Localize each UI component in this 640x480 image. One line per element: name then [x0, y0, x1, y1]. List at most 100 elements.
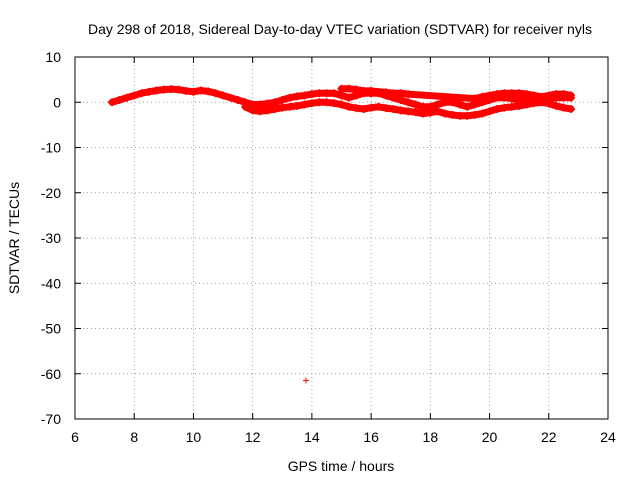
- data-point: [344, 102, 353, 111]
- data-point: [515, 101, 524, 110]
- x-tick-label: 22: [541, 429, 557, 445]
- data-point: [359, 105, 368, 114]
- data-point: [204, 87, 213, 96]
- data-point: [374, 102, 383, 111]
- series-outlier: [302, 377, 309, 384]
- x-tick-label: 12: [245, 429, 261, 445]
- data-point: [433, 107, 442, 116]
- data-point: [500, 103, 509, 112]
- data-point: [507, 102, 516, 111]
- y-axis-label: SDTVAR / TECUs: [6, 182, 22, 294]
- grid-lines: [75, 57, 608, 419]
- data-point: [566, 105, 575, 114]
- data-point: [455, 111, 464, 120]
- data-point: [381, 88, 390, 97]
- y-tick-label: -10: [41, 140, 61, 156]
- data-point: [396, 89, 405, 98]
- data-point: [566, 91, 575, 100]
- data-point: [433, 100, 442, 109]
- data-point: [485, 107, 494, 116]
- data-point: [522, 90, 531, 99]
- y-tick-label: -40: [41, 275, 61, 291]
- data-point: [426, 108, 435, 117]
- data-point: [122, 93, 131, 102]
- data-point: [130, 91, 139, 100]
- data-point: [418, 109, 427, 118]
- data-point: [396, 106, 405, 115]
- data-point: [470, 94, 479, 103]
- data-point: [145, 87, 154, 96]
- data-point: [404, 90, 413, 99]
- data-point: [293, 101, 302, 110]
- x-tick-label: 18: [423, 429, 439, 445]
- data-point: [559, 90, 568, 99]
- data-point: [167, 85, 176, 94]
- data-point: [411, 108, 420, 117]
- data-point: [285, 93, 294, 102]
- data-point: [352, 85, 361, 94]
- data-point: [352, 104, 361, 113]
- y-tick-label: -30: [41, 230, 61, 246]
- data-point: [189, 87, 198, 96]
- data-point: [404, 98, 413, 107]
- x-tick-label: 6: [71, 429, 79, 445]
- data-point: [330, 89, 339, 98]
- data-point: [359, 86, 368, 95]
- data-point: [537, 92, 546, 101]
- data-point: [159, 85, 168, 94]
- data-point: [330, 99, 339, 108]
- data-point: [137, 89, 146, 98]
- x-tick-label: 10: [186, 429, 202, 445]
- data-point: [500, 89, 509, 98]
- data-point: [529, 91, 538, 100]
- data-point: [300, 91, 309, 100]
- data-point: [374, 87, 383, 96]
- data-point: [396, 95, 405, 104]
- data-point: [455, 100, 464, 109]
- data-point: [293, 92, 302, 101]
- data-point: [507, 89, 516, 98]
- data-point: [404, 107, 413, 116]
- y-tick-label: -50: [41, 321, 61, 337]
- data-point: [322, 98, 331, 107]
- x-axis-label: GPS time / hours: [288, 458, 395, 474]
- data-point: [270, 105, 279, 114]
- y-tick-labels: 10 0 -10 -20 -30 -40 -50 -60 -70: [41, 49, 61, 427]
- data-point: [544, 99, 553, 108]
- data-point: [115, 95, 124, 104]
- axis-ticks: [74, 56, 609, 420]
- x-tick-label: 24: [600, 429, 616, 445]
- x-tick-label: 20: [482, 429, 498, 445]
- chart-title: Day 298 of 2018, Sidereal Day-to-day VTE…: [88, 21, 592, 37]
- data-point: [367, 86, 376, 95]
- data-point: [418, 102, 427, 111]
- data-point: [367, 103, 376, 112]
- data-point: [515, 89, 524, 98]
- data-point: [463, 102, 472, 111]
- data-point: [552, 90, 561, 99]
- data-point: [248, 106, 257, 115]
- y-tick-label: 10: [45, 49, 61, 65]
- data-point: [389, 105, 398, 114]
- data-point: [182, 86, 191, 95]
- data-point: [256, 107, 265, 116]
- data-point: [196, 86, 205, 95]
- x-tick-label: 16: [363, 429, 379, 445]
- data-point: [478, 109, 487, 118]
- data-point: [233, 95, 242, 104]
- data-point: [544, 91, 553, 100]
- data-point: [337, 84, 346, 93]
- data-point: [307, 99, 316, 108]
- data-point: [337, 100, 346, 109]
- x-tick-label: 14: [304, 429, 320, 445]
- data-point: [241, 102, 250, 111]
- data-point: [492, 90, 501, 99]
- x-tick-labels: 6 8 10 12 14 16 18 20 22 24: [71, 429, 616, 445]
- y-tick-label: 0: [53, 94, 61, 110]
- y-tick-label: -70: [41, 411, 61, 427]
- data-point: [300, 100, 309, 109]
- data-point: [522, 100, 531, 109]
- series-trace-upper: [337, 84, 575, 103]
- data-point: [278, 95, 287, 104]
